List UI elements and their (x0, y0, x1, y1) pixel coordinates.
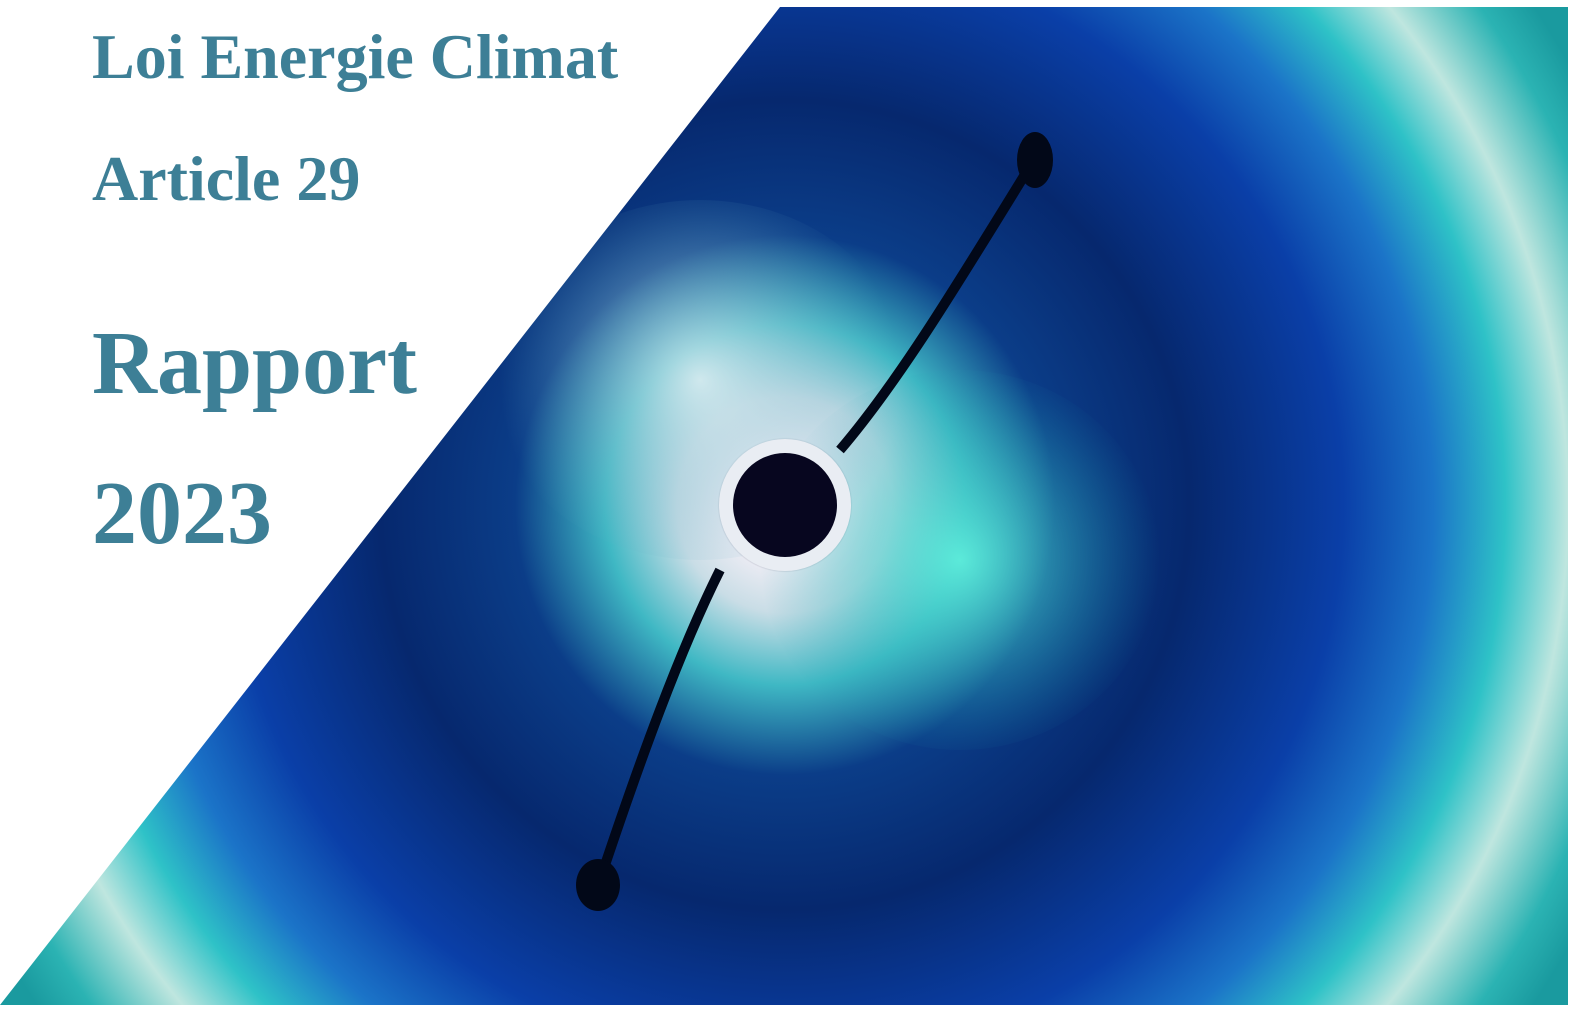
report-year: 2023 (92, 464, 272, 563)
report-title: Rapport (92, 314, 417, 413)
article-title: Article 29 (92, 143, 360, 214)
law-title: Loi Energie Climat (92, 21, 619, 92)
